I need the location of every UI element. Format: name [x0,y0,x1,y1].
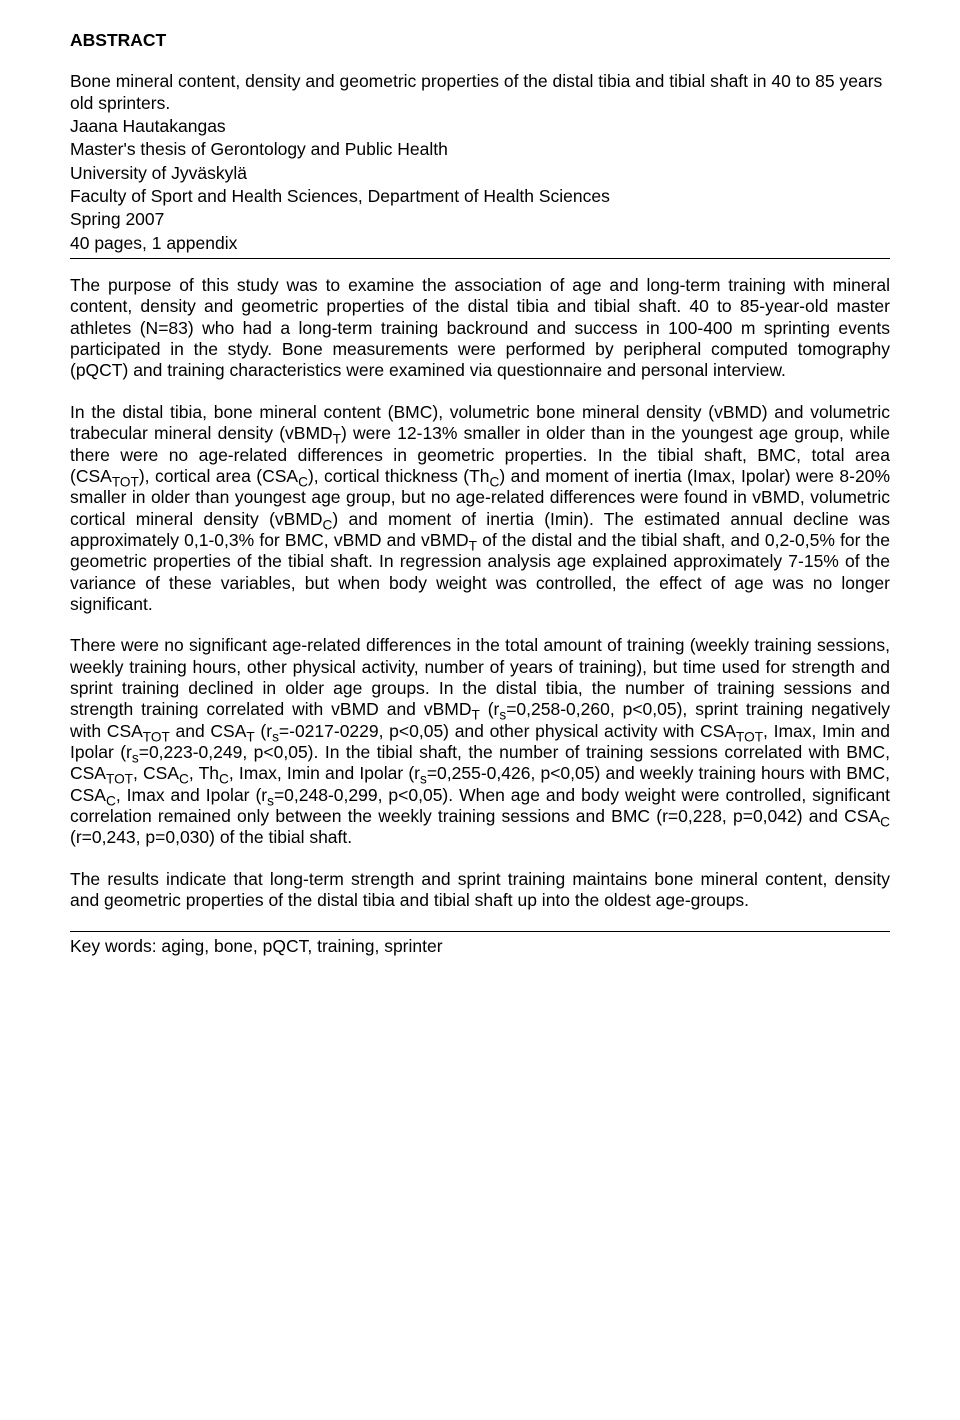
faculty: Faculty of Sport and Health Sciences, De… [70,186,890,207]
abstract-heading: ABSTRACT [70,30,890,51]
pages: 40 pages, 1 appendix [70,233,890,254]
thesis-type: Master's thesis of Gerontology and Publi… [70,139,890,160]
author: Jaana Hautakangas [70,116,890,137]
divider-bottom [70,931,890,932]
paragraph-results-bone: In the distal tibia, bone mineral conten… [70,402,890,615]
divider-top [70,258,890,259]
university: University of Jyväskylä [70,163,890,184]
keywords: Key words: aging, bone, pQCT, training, … [70,936,890,957]
paragraph-purpose: The purpose of this study was to examine… [70,275,890,382]
paragraph-conclusion: The results indicate that long-term stre… [70,869,890,912]
paragraph-results-training: There were no significant age-related di… [70,635,890,848]
abstract-page: ABSTRACT Bone mineral content, density a… [0,0,960,998]
term: Spring 2007 [70,209,890,230]
title: Bone mineral content, density and geomet… [70,71,890,114]
